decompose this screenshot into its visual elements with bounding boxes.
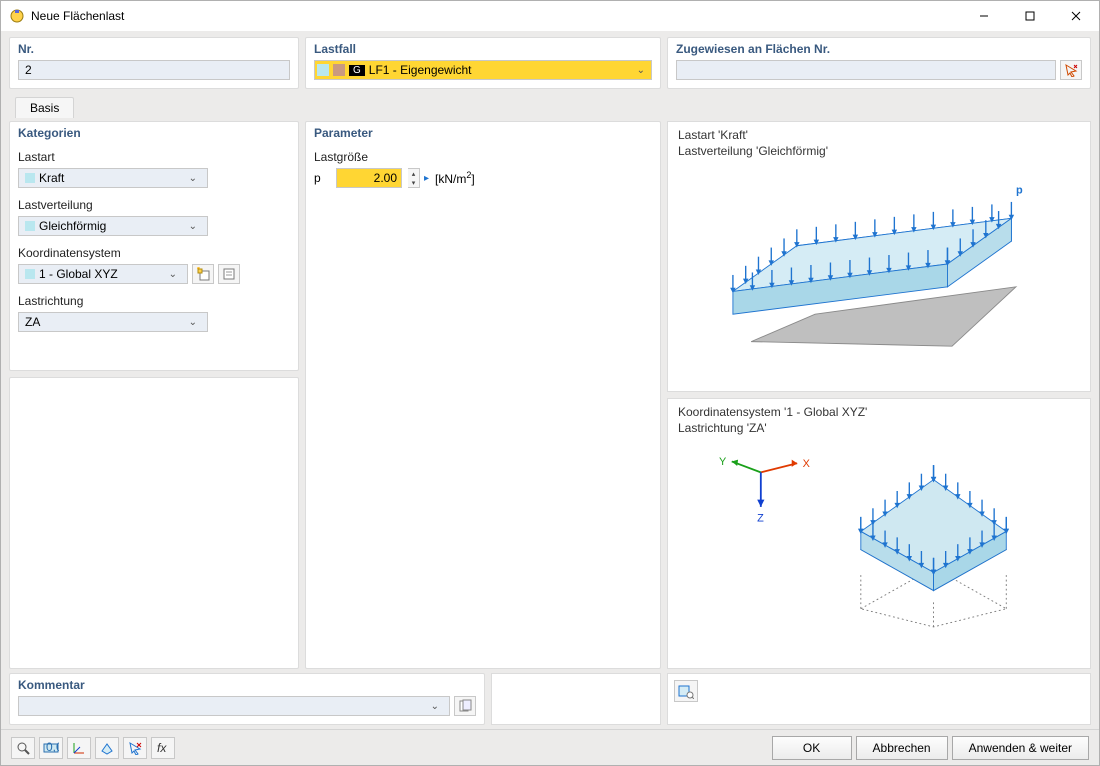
preview1-line1: Lastart 'Kraft' [678, 128, 1080, 144]
dialog-body: Nr. 2 Lastfall G LF1 - Eigengewicht ⌄ Zu… [1, 31, 1099, 729]
parameter-legend: Parameter [314, 126, 652, 140]
preview1-p-label: p [1016, 185, 1023, 197]
preview2-line1: Koordinatensystem '1 - Global XYZ' [678, 405, 1080, 421]
lastfall-badge: G [349, 65, 365, 76]
chevron-down-icon: ⌄ [189, 221, 197, 232]
group-nr: Nr. 2 [9, 37, 299, 89]
koord-label: Koordinatensystem [18, 246, 290, 260]
group-kategorien: Kategorien Lastart Kraft ⌄ Lastverteilun… [9, 121, 299, 371]
preview2-line2: Lastrichtung 'ZA' [678, 421, 1080, 437]
titlebar: Neue Flächenlast [1, 1, 1099, 31]
tool-delete-pick-button[interactable] [123, 737, 147, 759]
group-parameter: Parameter Lastgröße p 2.00 ▴▾ ▸ [kN/m2] [305, 121, 661, 669]
p-symbol: p [314, 171, 330, 185]
lastverteilung-label: Lastverteilung [18, 198, 290, 212]
tool-formula-button[interactable]: fx [151, 737, 175, 759]
svg-text:fx: fx [157, 741, 167, 755]
app-icon [9, 8, 25, 24]
new-koord-button[interactable] [192, 264, 214, 284]
tabstrip: Basis [9, 93, 1091, 117]
p-spinner[interactable]: ▴▾ [408, 168, 420, 188]
maximize-button[interactable] [1007, 1, 1053, 31]
preview1-svg: p (function(){ [678, 159, 1080, 369]
preview-load-distribution: Lastart 'Kraft' Lastverteilung 'Gleichfö… [667, 121, 1091, 392]
apply-next-button[interactable]: Anwenden & weiter [952, 736, 1089, 760]
lastfall-select[interactable]: G LF1 - Eigengewicht ⌄ [314, 60, 652, 80]
chevron-down-icon: ⌄ [169, 269, 177, 280]
middle-small-panel [491, 673, 661, 725]
dialog-window: Neue Flächenlast Nr. 2 Lastfall G LF1 - … [0, 0, 1100, 766]
tool-zoom-button[interactable] [11, 737, 35, 759]
cancel-button[interactable]: Abbrechen [856, 736, 948, 760]
preview-settings-button[interactable] [674, 680, 698, 702]
lastfall-text: LF1 - Eigengewicht [369, 63, 472, 77]
chevron-down-icon: ⌄ [431, 701, 439, 712]
step-right-icon[interactable]: ▸ [424, 173, 429, 184]
pick-surface-button[interactable] [1060, 60, 1082, 80]
axis-x: X [803, 458, 811, 470]
color-swatch [25, 221, 35, 231]
zug-label: Zugewiesen an Flächen Nr. [676, 42, 1082, 56]
tool-units-button[interactable]: 0,00 [39, 737, 63, 759]
preview1-line2: Lastverteilung 'Gleichförmig' [678, 144, 1080, 160]
lastfall-label: Lastfall [314, 42, 652, 56]
color-swatch [25, 173, 35, 183]
lastfall-swatch-2 [333, 64, 345, 76]
group-lastfall: Lastfall G LF1 - Eigengewicht ⌄ [305, 37, 661, 89]
p-value-input[interactable]: 2.00 [336, 168, 402, 188]
kategorien-legend: Kategorien [18, 126, 290, 140]
p-unit: [kN/m2] [435, 170, 475, 186]
zug-field[interactable] [676, 60, 1056, 80]
group-kommentar: Kommentar ⌄ [9, 673, 485, 725]
nr-field[interactable]: 2 [18, 60, 290, 80]
lastrichtung-select[interactable]: ZA ⌄ [18, 312, 208, 332]
lastfall-swatch-1 [317, 64, 329, 76]
svg-text:0,00: 0,00 [46, 741, 59, 754]
lastart-label: Lastart [18, 150, 290, 164]
right-bottom-panel [667, 673, 1091, 725]
tool-surface-button[interactable] [95, 737, 119, 759]
left-empty-panel [9, 377, 299, 669]
tool-axes-button[interactable] [67, 737, 91, 759]
footer: 0,00 fx OK Abbrechen Anwenden & weiter [1, 729, 1099, 765]
lastgroesse-label: Lastgröße [314, 150, 652, 164]
kommentar-legend: Kommentar [18, 678, 476, 692]
preview-coordinate-system: Koordinatensystem '1 - Global XYZ' Lastr… [667, 398, 1091, 669]
group-zugewiesen: Zugewiesen an Flächen Nr. [667, 37, 1091, 89]
nr-label: Nr. [18, 42, 290, 56]
kommentar-select[interactable]: ⌄ [18, 696, 450, 716]
chevron-down-icon: ⌄ [189, 173, 197, 184]
koord-select[interactable]: 1 - Global XYZ ⌄ [18, 264, 188, 284]
ok-button[interactable]: OK [772, 736, 852, 760]
preview2-svg: X Y Z [678, 436, 1080, 636]
window-title: Neue Flächenlast [31, 9, 124, 23]
lastrichtung-label: Lastrichtung [18, 294, 290, 308]
edit-koord-button[interactable] [218, 264, 240, 284]
kommentar-tool-button[interactable] [454, 696, 476, 716]
lastart-select[interactable]: Kraft ⌄ [18, 168, 208, 188]
color-swatch [25, 269, 35, 279]
lastverteilung-select[interactable]: Gleichförmig ⌄ [18, 216, 208, 236]
minimize-button[interactable] [961, 1, 1007, 31]
axis-y: Y [719, 456, 727, 468]
close-button[interactable] [1053, 1, 1099, 31]
chevron-down-icon: ⌄ [637, 65, 645, 76]
axis-z: Z [757, 513, 764, 525]
chevron-down-icon: ⌄ [189, 317, 197, 328]
tab-basis[interactable]: Basis [15, 97, 74, 118]
